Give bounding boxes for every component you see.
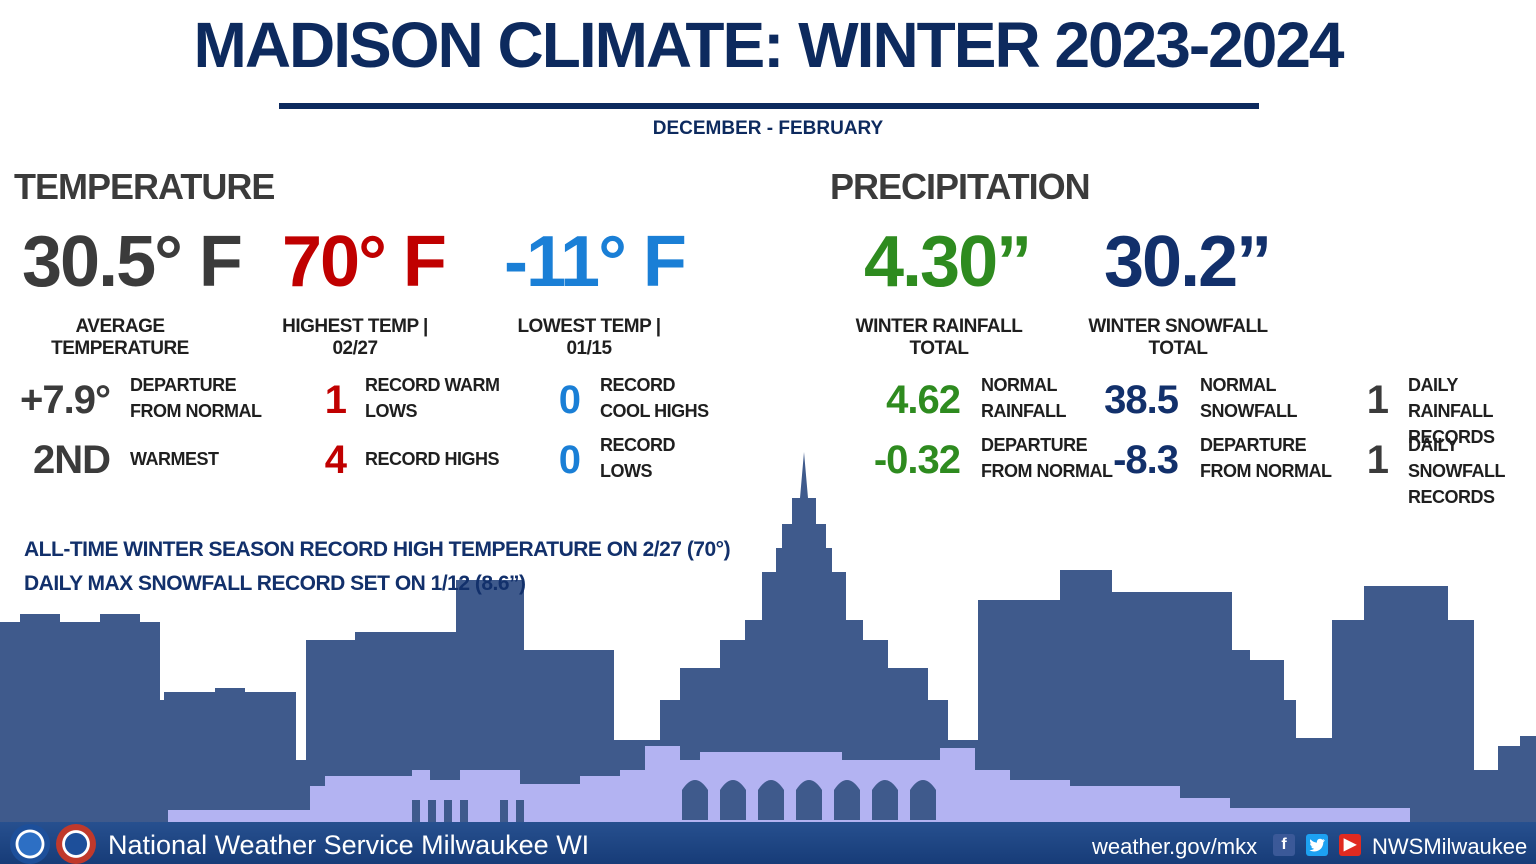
record-cool-highs-label: RECORD COOL HIGHS — [600, 375, 709, 421]
note-record-high: ALL-TIME WINTER SEASON RECORD HIGH TEMPE… — [24, 538, 731, 561]
temperature-heading: TEMPERATURE — [14, 166, 275, 207]
snowfall-total-value: 30.2” — [1104, 222, 1272, 302]
highest-temp-value: 70° F — [282, 222, 447, 302]
nws-logo — [56, 824, 96, 864]
twitter-icon[interactable] — [1306, 834, 1328, 856]
normal-snowfall-label: NORMAL SNOWFALL — [1200, 375, 1298, 421]
facebook-icon[interactable]: f — [1273, 834, 1295, 856]
footer-office-name: National Weather Service Milwaukee WI — [108, 830, 590, 860]
youtube-icon[interactable]: ▶ — [1339, 834, 1361, 856]
snow-departure-label: DEPARTURE FROM NORMAL — [1200, 435, 1332, 481]
page-title: MADISON CLIMATE: WINTER 2023-2024 — [193, 9, 1345, 81]
record-highs-value: 4 — [324, 438, 347, 482]
page-subtitle: DECEMBER - FEBRUARY — [652, 118, 884, 139]
rain-departure-label: DEPARTURE FROM NORMAL — [981, 435, 1113, 481]
daily-snow-records-label: DAILY SNOWFALL RECORDS — [1408, 435, 1506, 507]
lowest-temp-label: LOWEST TEMP | 01/15 — [517, 316, 661, 359]
lowest-temp-value: -11° F — [504, 222, 687, 302]
rain-departure-value: -0.32 — [873, 438, 961, 482]
record-cool-highs-value: 0 — [558, 378, 581, 422]
footer-website-link[interactable]: weather.gov/mkx — [1092, 834, 1258, 859]
city-skyline-illustration — [0, 452, 1536, 830]
warmest-rank-value: 2ND — [32, 438, 111, 482]
rainfall-total-value: 4.30” — [864, 222, 1032, 302]
record-warm-lows-label: RECORD WARM LOWS — [365, 375, 500, 421]
normal-rainfall-label: NORMAL RAINFALL — [981, 375, 1067, 421]
precipitation-heading: PRECIPITATION — [830, 166, 1091, 207]
record-warm-lows-value: 1 — [324, 378, 347, 422]
record-lows-value: 0 — [558, 438, 581, 482]
normal-snowfall-value: 38.5 — [1104, 378, 1179, 422]
daily-rain-records-value: 1 — [1366, 378, 1389, 422]
highest-temp-label: HIGHEST TEMP | 02/27 — [282, 316, 428, 359]
average-temp-value: 30.5° F — [22, 222, 243, 302]
noaa-logo — [10, 824, 50, 864]
warmest-rank-label: WARMEST — [130, 449, 219, 469]
record-highs-label: RECORD HIGHS — [365, 449, 500, 469]
footer-social-handle[interactable]: NWSMilwaukee — [1372, 834, 1528, 859]
normal-rainfall-value: 4.62 — [886, 378, 961, 422]
daily-snow-records-value: 1 — [1366, 438, 1389, 482]
snow-departure-value: -8.3 — [1113, 438, 1179, 482]
rainfall-total-label: WINTER RAINFALL TOTAL — [855, 316, 1023, 359]
record-lows-label: RECORD LOWS — [600, 435, 676, 481]
note-snowfall-record: DAILY MAX SNOWFALL RECORD SET ON 1/12 (8… — [24, 572, 526, 595]
average-temp-label: AVERAGE TEMPERATURE — [51, 316, 189, 359]
daily-rain-records-label: DAILY RAINFALL RECORDS — [1408, 375, 1495, 447]
snowfall-total-label: WINTER SNOWFALL TOTAL — [1088, 316, 1268, 359]
title-divider — [279, 103, 1259, 109]
temp-departure-label: DEPARTURE FROM NORMAL — [130, 375, 262, 421]
temp-departure-value: +7.9° — [20, 378, 111, 422]
